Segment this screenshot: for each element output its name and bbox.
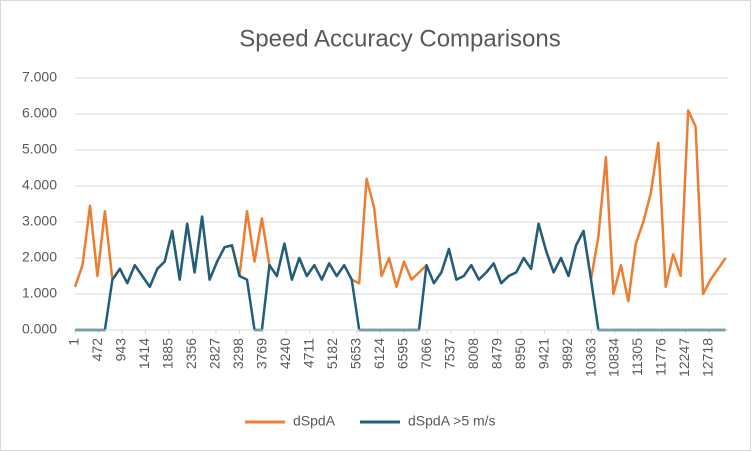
x-tick-label: 5182 (324, 338, 340, 369)
y-tick-label: 5.000 (22, 141, 57, 157)
x-tick-label: 4240 (277, 338, 293, 369)
x-tick-label: 12718 (700, 338, 716, 377)
y-tick-label: 7.000 (22, 69, 57, 85)
y-tick-label: 6.000 (22, 105, 57, 121)
x-tick-label: 1414 (136, 338, 152, 369)
x-tick-label: 2356 (183, 338, 199, 369)
y-tick-label: 0.000 (22, 321, 57, 337)
x-tick-label: 7537 (441, 338, 457, 369)
y-tick-label: 4.000 (22, 177, 57, 193)
x-tick-label: 8479 (488, 338, 504, 369)
x-tick-label: 10834 (606, 338, 622, 377)
chart-title: Speed Accuracy Comparisons (239, 25, 561, 52)
x-tick-label: 1 (66, 338, 82, 346)
x-tick-label: 6124 (371, 338, 387, 369)
x-tick-label: 472 (89, 338, 105, 362)
x-tick-label: 5653 (347, 338, 363, 369)
legend-label: dSpdA (293, 413, 336, 429)
x-tick-label: 7066 (418, 338, 434, 369)
x-tick-label: 9892 (559, 338, 575, 369)
x-tick-label: 1885 (160, 338, 176, 369)
x-tick-label: 4711 (301, 338, 317, 368)
x-tick-label: 12247 (676, 338, 692, 377)
x-tick-label: 11305 (629, 338, 645, 376)
y-tick-label: 3.000 (22, 213, 57, 229)
x-tick-label: 8008 (465, 338, 481, 369)
x-tick-label: 10363 (582, 338, 598, 377)
x-tick-label: 943 (113, 338, 129, 362)
x-tick-label: 3769 (254, 338, 270, 369)
x-tick-label: 6595 (394, 338, 410, 369)
x-tick-label: 3298 (230, 338, 246, 369)
x-tick-label: 11776 (653, 338, 669, 376)
x-tick-label: 9421 (535, 338, 551, 369)
y-tick-label: 2.000 (22, 249, 57, 265)
x-tick-label: 2827 (207, 338, 223, 369)
y-tick-label: 1.000 (22, 285, 57, 301)
legend-label: dSpdA >5 m/s (408, 413, 496, 429)
x-tick-label: 8950 (512, 338, 528, 369)
